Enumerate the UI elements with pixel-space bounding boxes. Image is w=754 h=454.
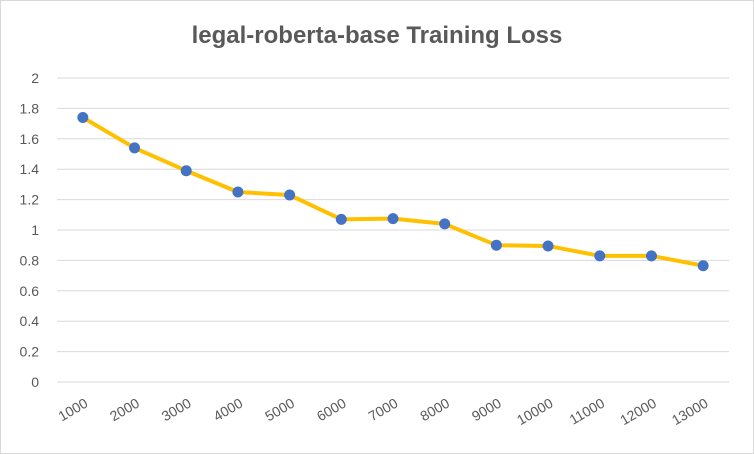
x-tick-label: 6000 xyxy=(314,395,349,425)
x-tick-label: 3000 xyxy=(159,395,194,425)
y-tick-label: 1 xyxy=(31,222,39,238)
data-point xyxy=(594,250,606,262)
y-tick-label: 1.4 xyxy=(20,161,40,177)
chart-title: legal-roberta-base Training Loss xyxy=(191,22,563,49)
y-tick-label: 1.6 xyxy=(20,131,40,147)
y-tick-label: 2 xyxy=(31,70,39,86)
data-point xyxy=(542,240,554,252)
data-point xyxy=(645,250,657,262)
x-tick-label: 4000 xyxy=(210,395,245,425)
x-tick-label: 8000 xyxy=(417,395,452,425)
data-point xyxy=(697,260,709,272)
x-tick-label: 2000 xyxy=(107,395,142,425)
data-point xyxy=(129,142,141,154)
x-tick-label: 7000 xyxy=(366,395,401,425)
y-tick-label: 1.2 xyxy=(20,192,40,208)
y-tick-label: 0.4 xyxy=(20,313,40,329)
x-axis-ticks: 1000 2000 3000 4000 5000 6000 7000 8000 9000 1000… xyxy=(55,395,710,428)
data-point xyxy=(284,189,296,201)
data-point xyxy=(77,112,89,124)
data-point xyxy=(490,239,502,251)
series-layer xyxy=(77,112,709,272)
y-tick-label: 0.6 xyxy=(20,283,40,299)
gridlines xyxy=(57,77,729,383)
x-tick-label: 11000 xyxy=(566,395,607,428)
series-line xyxy=(80,115,706,268)
data-point xyxy=(335,213,347,225)
x-tick-label: 10000 xyxy=(514,395,556,428)
x-tick-label: 9000 xyxy=(469,395,504,425)
x-tick-label: 12000 xyxy=(617,395,659,428)
y-tick-label: 0 xyxy=(31,374,39,390)
data-point xyxy=(232,186,244,198)
y-axis-ticks: 0 0.2 0.4 0.6 0.8 1 1.2 1.4 1.6 1.8 2 xyxy=(20,70,40,390)
y-tick-label: 1.8 xyxy=(20,100,40,116)
y-tick-label: 0.2 xyxy=(20,344,40,360)
x-tick-label: 5000 xyxy=(262,395,297,425)
x-tick-label: 13000 xyxy=(669,395,711,428)
y-tick-label: 0.8 xyxy=(20,252,40,268)
data-point xyxy=(180,165,192,177)
data-point xyxy=(387,213,399,225)
data-point xyxy=(439,218,451,230)
x-tick-label: 1000 xyxy=(55,395,90,425)
